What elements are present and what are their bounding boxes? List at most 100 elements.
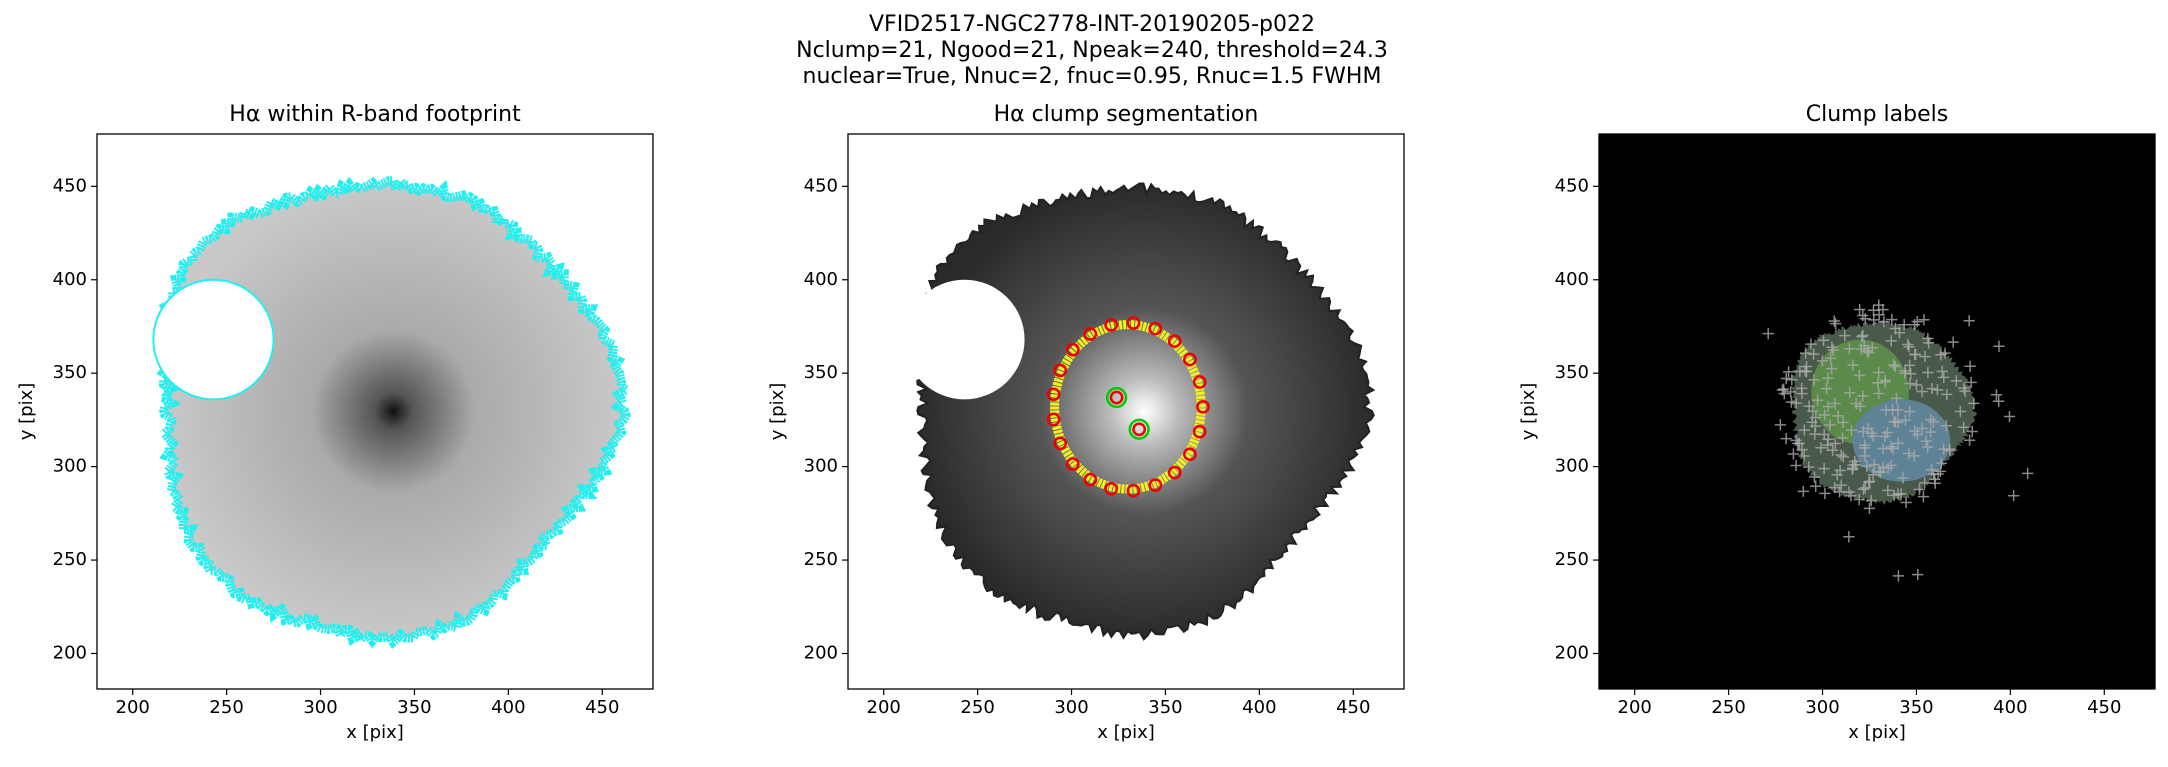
peak-marker [1864,475,1876,488]
peak-marker [1938,371,1950,383]
peak-marker [1839,329,1851,342]
axes-frame [96,133,654,690]
peak-marker [1780,433,1792,445]
nucleus-marker [1130,420,1149,439]
galaxy [915,184,1374,640]
peak-marker [1778,383,1790,395]
peak-marker [1922,366,1934,379]
peak-marker [2003,410,2016,423]
peak-marker [1899,414,1912,426]
peak-marker [1867,469,1879,481]
peak-marker [1893,327,1906,339]
clump-marker [1197,401,1208,412]
peak-marker [1887,443,1899,455]
y-axis-label: y [pix] [1518,383,1539,441]
clump-marker [1169,335,1180,346]
peak-marker [1827,344,1840,356]
axes-title: Hα clump segmentation [994,102,1259,127]
peak-marker [1822,372,1834,384]
peak-marker [1926,382,1938,395]
peak-marker [1911,428,1923,441]
peak-marker [1936,365,1948,378]
y-tick-label: 450 [53,175,87,196]
peak-marker [1800,360,1813,373]
peak-marker [1865,494,1877,507]
peak-marker [1818,428,1830,441]
peak-marker [1867,430,1879,442]
peak-marker [1857,329,1869,341]
nucleus-marker [1107,388,1126,407]
peak-marker [1829,397,1841,410]
peak-marker [1927,468,1940,480]
clump-marker [1106,483,1117,494]
peak-marker [1857,390,1869,402]
peak-marker [1909,348,1921,361]
peak-marker [1819,487,1831,500]
peak-marker [1868,458,1880,471]
peak-marker [1904,377,1916,390]
peak-marker [1873,466,1886,478]
peak-marker [1780,372,1792,385]
image-area [1599,134,2155,689]
peak-marker [1827,444,1839,456]
clump-marker [1085,328,1096,339]
peak-marker [1821,439,1834,451]
peak-marker [1913,483,1926,496]
x-tick-label: 300 [1805,697,1839,718]
peak-marker [1966,425,1978,438]
peak-marker [1877,442,1889,455]
peak-marker [1916,422,1928,434]
peak-marker [1853,369,1866,382]
x-tick-label: 400 [1993,697,2027,718]
y-tick-label: 450 [1555,175,1589,196]
peak-marker [1829,437,1841,450]
clump-marker [1184,449,1195,460]
peak-marker [1892,488,1904,500]
peak-marker [1963,434,1976,446]
peak-marker [1950,375,1962,387]
x-axis-label: x [pix] [346,722,404,743]
peak-marker [1809,428,1821,440]
peak-marker [1820,383,1833,395]
peak-marker [1861,460,1873,472]
peak-marker [1903,341,1915,353]
image [153,181,626,643]
peak-marker [1903,359,1916,371]
peak-marker [1847,359,1859,371]
peak-marker [1990,389,2003,401]
peak-marker [1799,347,1812,359]
peak-marker [1908,450,1920,462]
peak-marker [1798,450,1810,462]
peak-marker [1954,405,1966,418]
figure-title: VFID2517-NGC2778-INT-20190205-p022 [869,12,1315,37]
peak-marker [1832,410,1844,422]
peak-marker [1878,316,1890,328]
peak-marker [1774,419,1786,431]
peak-marker [1898,319,1910,331]
peak-marker [1824,419,1836,431]
y-tick-label: 350 [1555,362,1589,383]
peak-marker [1835,449,1847,461]
peak-marker [1885,441,1897,453]
peak-marker [1857,426,1869,438]
x-tick-label: 250 [960,697,994,718]
peak-marker [1880,404,1892,416]
peak-marker [1796,444,1808,456]
peak-marker [1872,377,1884,389]
peak-marker [1897,472,1909,484]
peak-marker [1929,473,1941,486]
peak-marker [1908,319,1921,331]
clump-marker [1150,480,1161,491]
mask-hole [904,279,1025,400]
peak-marker [1810,412,1822,424]
peak-marker [1796,382,1808,394]
clump-marker [1184,354,1195,365]
peak-marker [1922,332,1934,345]
peak-marker [1863,502,1876,514]
peak-marker [1825,363,1838,375]
peak-marker [1847,462,1859,474]
peak-marker [1782,366,1795,378]
clump-marker [1055,438,1066,449]
peak-marker [1917,491,1930,503]
peak-marker [1829,317,1842,330]
